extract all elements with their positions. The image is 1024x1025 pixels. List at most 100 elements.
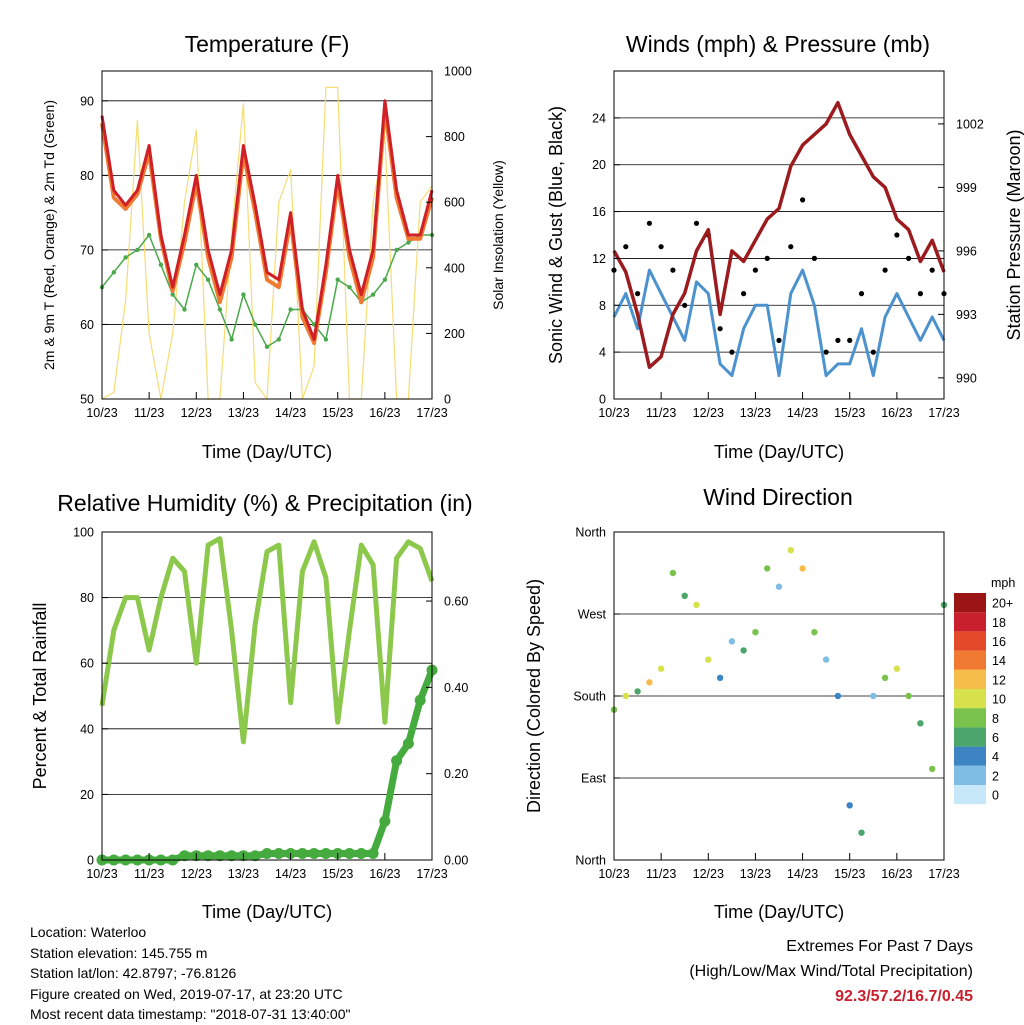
- legend-label: 8: [992, 712, 999, 726]
- direction-xtick-label: 13/23: [740, 867, 771, 881]
- humidity-ytick-right-label: 0.40: [444, 681, 468, 695]
- temperature-ylabel-right: Solar Insolation (Yellow): [490, 160, 506, 310]
- direction-point: [657, 665, 665, 672]
- humidity-xtick-label: 13/23: [228, 867, 259, 881]
- direction-ytick-label: North: [575, 526, 606, 540]
- gust-point: [741, 291, 747, 297]
- direction-point: [752, 629, 759, 636]
- direction-point: [728, 638, 736, 645]
- humidity-ytick-label: 0: [87, 854, 94, 868]
- info-created: Figure created on Wed, 2019-07-17, at 23…: [30, 985, 343, 1002]
- gust-point: [823, 349, 829, 355]
- direction-point: [929, 765, 936, 773]
- gust-point: [693, 220, 700, 226]
- humidity-ticks: 0 20 40 60 80 100 0.00 0.20 0.40 0.60 10/23 11/23 12…: [73, 526, 468, 882]
- gust-point: [623, 244, 629, 250]
- precipitation-point: [296, 848, 308, 859]
- gust-point: [858, 291, 865, 297]
- gust-point: [764, 255, 770, 261]
- humidity-xtick-label: 12/23: [181, 867, 212, 881]
- wind-ylabel-left: Sonic Wind & Gust (Blue, Black): [546, 106, 566, 364]
- temperature-ytick-label: 60: [80, 318, 94, 332]
- relative-humidity-line: [99, 536, 435, 745]
- direction-point: [693, 601, 700, 609]
- gust-point: [729, 349, 735, 355]
- humidity-ytick-label: 40: [80, 722, 94, 736]
- wind-panel: Winds (mph) & Pressure (mb) 0 4 8 12 16 20 24 9…: [546, 31, 1024, 462]
- wind-xtick-label: 10/23: [598, 406, 629, 420]
- precipitation-point: [379, 815, 391, 827]
- direction-point: [893, 665, 901, 672]
- humidity-ytick-right-label: 0.60: [444, 595, 468, 609]
- direction-ytick-label: East: [581, 772, 607, 786]
- wind-series: [611, 100, 947, 378]
- temperature-ytick-label: 90: [80, 94, 94, 108]
- direction-point: [834, 692, 842, 700]
- temperature-ytick-right-label: 1000: [444, 65, 472, 79]
- gust-point: [752, 267, 759, 273]
- legend-label: 4: [992, 750, 999, 764]
- direction-point: [634, 688, 641, 695]
- humidity-xtick-label: 11/23: [134, 867, 164, 881]
- direction-point: [764, 565, 771, 572]
- direction-point: [705, 656, 712, 663]
- temperature-ytick-right-label: 200: [444, 327, 465, 341]
- humidity-xtick-label: 10/23: [86, 867, 117, 881]
- legend-swatch: [954, 765, 986, 785]
- temperature-xtick-label: 16/23: [369, 406, 400, 420]
- info-elevation: Station elevation: 145.755 m: [30, 944, 208, 961]
- gust-point: [870, 349, 876, 355]
- direction-point: [716, 674, 724, 681]
- sonic-wind-line: [612, 268, 946, 378]
- legend-label: 10: [992, 693, 1006, 707]
- gust-point: [835, 337, 841, 343]
- legend-label: 12: [992, 673, 1006, 687]
- direction-point: [858, 829, 865, 836]
- direction-xtick-label: 15/23: [834, 867, 865, 881]
- humidity-plot-frame: [101, 531, 433, 861]
- legend-swatch: [954, 631, 986, 651]
- precipitation-point: [202, 850, 214, 862]
- temperature-xtick-label: 10/23: [86, 406, 117, 420]
- wind-ytick-label: 0: [599, 393, 606, 407]
- temperature-xtick-label: 12/23: [181, 406, 212, 420]
- wind-ytick-right-label: 990: [956, 371, 977, 385]
- direction-ytick-label: West: [578, 608, 607, 622]
- direction-ylabel-left: Direction (Colored By Speed): [524, 579, 544, 813]
- humidity-ytick-right-label: 0.20: [444, 767, 468, 781]
- temperature-xtick-label: 11/23: [134, 406, 164, 420]
- temperature-ytick-right-label: 800: [444, 130, 465, 144]
- wind-title: Winds (mph) & Pressure (mb): [626, 31, 930, 57]
- legend-label: 0: [992, 789, 999, 803]
- gust-point: [917, 291, 924, 297]
- wind-xtick-label: 11/23: [646, 406, 676, 420]
- direction-point: [822, 656, 830, 663]
- temperature-ticks: 50 60 70 80 90 0 200 400 600 800 1000 10/23 11/23 12/…: [80, 65, 472, 421]
- legend-swatch: [954, 593, 986, 613]
- gust-point: [670, 267, 676, 273]
- gust-point: [800, 197, 806, 203]
- wind-ytick-right-label: 1002: [956, 117, 984, 131]
- direction-point: [740, 647, 747, 654]
- temperature-xtick-label: 15/23: [322, 406, 353, 420]
- wind-ytick-right-label: 999: [956, 181, 977, 195]
- humidity-xtick-label: 14/23: [275, 867, 306, 881]
- gust-point: [882, 267, 888, 273]
- precipitation-point: [308, 848, 320, 859]
- precipitation-point: [179, 850, 190, 862]
- direction-point: [669, 569, 677, 577]
- legend-swatch: [954, 727, 986, 747]
- temperature-panel: Temperature (F) 50 60 70 80 90 0 200 400 600 800 1…: [41, 31, 506, 462]
- wind-xtick-label: 17/23: [928, 406, 959, 420]
- precipitation-point: [214, 850, 226, 862]
- precipitation-point: [249, 850, 261, 862]
- direction-point: [846, 802, 853, 809]
- precipitation-point: [226, 850, 238, 862]
- direction-gridlines: [614, 531, 944, 861]
- direction-xtick-label: 14/23: [787, 867, 818, 881]
- wind-ytick-label: 20: [592, 158, 606, 172]
- temperature-ytick-right-label: 600: [444, 196, 465, 210]
- legend-swatch: [954, 785, 986, 805]
- wind-gridlines: [614, 117, 944, 400]
